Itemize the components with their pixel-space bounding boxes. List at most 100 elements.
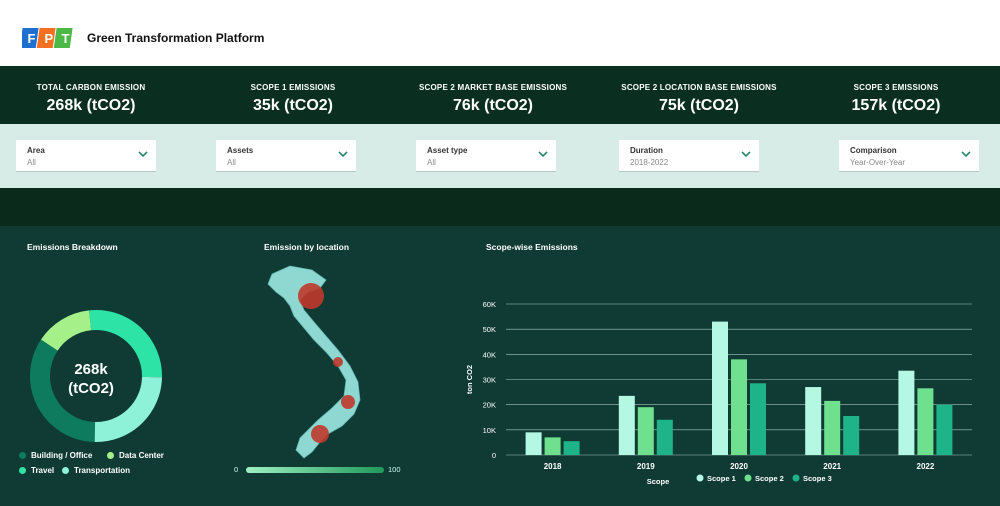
comparison-dropdown[interactable]: Comparison Year-Over-Year: [839, 140, 979, 172]
y-tick-label: 20K: [483, 401, 496, 410]
scale-min-label: 0: [234, 465, 239, 474]
legend-label[interactable]: Scope 2: [755, 474, 784, 483]
kpi-value: 35k (tCO2): [252, 97, 334, 114]
hotspot-north[interactable]: [298, 283, 324, 309]
bar-2020-scope-3[interactable]: [750, 383, 766, 455]
app-title: Green Transformation Platform: [87, 31, 265, 45]
kpi-label: SCOPE 3 EMISSIONS: [853, 83, 939, 92]
x-tick-label: 2022: [917, 462, 935, 471]
y-tick-label: 50K: [483, 325, 496, 334]
legend-dot: [19, 467, 26, 474]
donut-slice-data-center[interactable]: [40, 310, 92, 351]
hotspot-central[interactable]: [341, 395, 355, 409]
kpi-value: 268k (tCO2): [46, 97, 136, 114]
dropdown-value: Year-Over-Year: [850, 158, 905, 167]
chevron-down-icon: [338, 151, 348, 158]
bar-2019-scope-3[interactable]: [656, 419, 673, 455]
legend-dot: [62, 467, 69, 474]
legend-item-transportation[interactable]: Transportation: [62, 466, 130, 475]
logo-letter-t: T: [62, 31, 70, 46]
bar-2019-scope-2[interactable]: [637, 407, 654, 455]
bar-2018-scope-3[interactable]: [563, 441, 580, 455]
scope-wise-emissions-title: Scope-wise Emissions: [486, 242, 578, 252]
area-dropdown[interactable]: Area All: [16, 140, 156, 172]
bar-2020-scope-2[interactable]: [731, 359, 747, 455]
emissions-donut-chart[interactable]: [26, 306, 166, 446]
y-tick-label: 60K: [483, 300, 496, 309]
vietnam-emission-map[interactable]: [260, 262, 370, 462]
logo-letter-p: P: [45, 31, 54, 46]
chevron-down-icon: [138, 151, 148, 158]
dropdown-value: All: [227, 158, 236, 167]
kpi-label: SCOPE 2 MARKET BASE EMISSIONS: [418, 83, 568, 92]
donut-slice-transportation[interactable]: [94, 376, 162, 442]
bar-2021-scope-1[interactable]: [805, 387, 822, 455]
emission-by-location-title: Emission by location: [264, 242, 350, 252]
bar-2022-scope-3[interactable]: [936, 404, 953, 455]
dropdown-value: All: [27, 158, 36, 167]
bar-2018-scope-2[interactable]: [544, 437, 561, 455]
legend-label: Transportation: [74, 466, 131, 475]
legend-dot: [792, 474, 800, 482]
bar-2022-scope-2[interactable]: [917, 388, 934, 455]
logo-letter-f: F: [28, 31, 36, 46]
dropdown-label: Area: [27, 146, 45, 155]
dropdown-label: Asset type: [427, 146, 468, 155]
kpi-scope1: SCOPE 1 EMISSIONS 35k (tCO2): [193, 66, 393, 124]
y-tick-label: 40K: [483, 350, 496, 359]
legend-item-data-center[interactable]: Data Center: [107, 451, 164, 460]
assets-dropdown[interactable]: Assets All: [216, 140, 356, 172]
x-tick-label: 2018: [544, 462, 562, 471]
chevron-down-icon: [741, 151, 751, 158]
legend-item-travel[interactable]: Travel: [19, 466, 54, 475]
dropdown-label: Assets: [227, 146, 254, 155]
donut-slice-travel[interactable]: [89, 310, 162, 378]
legend-label: Data Center: [119, 451, 164, 460]
legend-dot: [696, 474, 704, 482]
hotspot-central-north[interactable]: [333, 357, 343, 367]
legend-item-building[interactable]: Building / Office: [19, 451, 92, 460]
x-axis-label: Scope: [647, 477, 670, 486]
kpi-total-carbon: TOTAL CARBON EMISSION 268k (tCO2): [0, 66, 191, 124]
divider-strip: [0, 188, 1000, 226]
kpi-label: SCOPE 1 EMISSIONS: [250, 83, 336, 92]
bar-2021-scope-3[interactable]: [843, 415, 860, 455]
chevron-down-icon: [961, 151, 971, 158]
asset-type-dropdown[interactable]: Asset type All: [416, 140, 556, 172]
chevron-down-icon: [538, 151, 548, 158]
donut-slice-building-office[interactable]: [30, 339, 96, 442]
duration-dropdown[interactable]: Duration 2018-2022: [619, 140, 759, 172]
donut-center-unit: (tCO2): [68, 380, 114, 397]
bar-2020-scope-1[interactable]: [712, 321, 728, 455]
dropdown-value: 2018-2022: [630, 158, 669, 167]
scale-max-label: 100: [388, 465, 401, 474]
legend-label[interactable]: Scope 1: [707, 474, 736, 483]
legend-label: Travel: [31, 466, 55, 475]
y-tick-label: 10K: [483, 426, 496, 435]
x-tick-label: 2021: [823, 462, 841, 471]
scope-wise-bar-chart[interactable]: ton CO2 0 10K 20K 30K 40K 50K 60K 2018 2019 2020 20…: [450, 280, 990, 500]
kpi-label: SCOPE 2 LOCATION BASE EMISSIONS: [621, 83, 777, 92]
kpi-band: TOTAL CARBON EMISSION 268k (tCO2) SCOPE …: [0, 66, 1000, 124]
bar-2019-scope-1[interactable]: [618, 395, 635, 455]
y-tick-label: 0: [492, 451, 496, 460]
legend-dot: [107, 452, 114, 459]
bar-2022-scope-1[interactable]: [898, 370, 915, 455]
donut-center-value: 268k: [74, 361, 108, 378]
kpi-scope3: SCOPE 3 EMISSIONS 157k (tCO2): [796, 66, 996, 124]
legend-label[interactable]: Scope 3: [803, 474, 832, 483]
x-tick-label: 2020: [730, 462, 748, 471]
bar-2021-scope-2[interactable]: [824, 400, 841, 455]
kpi-scope2-market: SCOPE 2 MARKET BASE EMISSIONS 76k (tCO2): [393, 66, 593, 124]
kpi-label: TOTAL CARBON EMISSION: [36, 83, 146, 92]
fpt-logo[interactable]: F P T: [22, 25, 74, 51]
x-tick-label: 2019: [637, 462, 655, 471]
hotspot-south[interactable]: [311, 425, 329, 443]
top-header: F P T Green Transformation Platform: [0, 0, 1000, 66]
dropdown-label: Duration: [630, 146, 663, 155]
kpi-value: 75k (tCO2): [658, 97, 740, 114]
kpi-value: 157k (tCO2): [851, 97, 941, 114]
bar-2018-scope-1[interactable]: [525, 432, 542, 455]
dropdown-value: All: [427, 158, 436, 167]
donut-center-label: 268k (tCO2): [46, 360, 136, 398]
